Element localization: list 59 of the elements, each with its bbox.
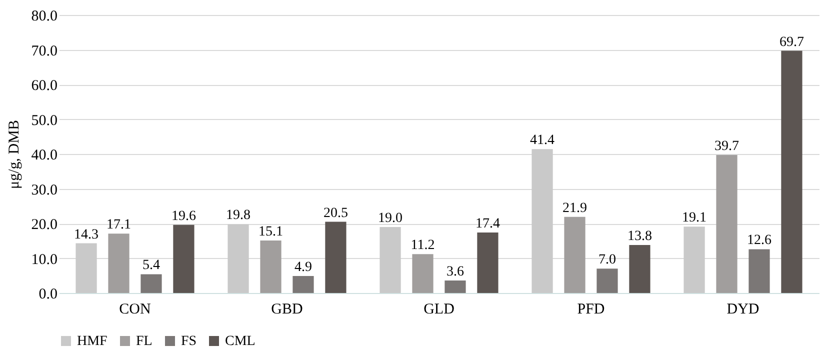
y-tick-label: 40.0 (31, 148, 58, 164)
bar (444, 280, 466, 293)
data-label: 13.8 (627, 229, 652, 244)
data-label: 17.4 (475, 216, 500, 232)
data-label: 19.0 (378, 210, 403, 226)
bar (781, 50, 802, 293)
bar (412, 254, 434, 293)
y-tick-label: 20.0 (31, 217, 58, 233)
bar (596, 268, 618, 293)
bar (532, 149, 553, 293)
data-label: 12.6 (746, 233, 772, 248)
bar (325, 222, 346, 293)
bar (140, 274, 162, 293)
legend-label: FS (181, 334, 197, 349)
data-label: 17.1 (106, 218, 132, 233)
x-tick-label: GLD (424, 302, 455, 318)
x-tick-label: GBD (271, 302, 303, 318)
data-label: 21.9 (562, 200, 588, 216)
data-label: 69.7 (779, 34, 804, 50)
legend-label: FL (136, 334, 152, 349)
bar (76, 243, 97, 293)
bar (564, 216, 586, 293)
bar (684, 226, 705, 293)
y-tick-label: 50.0 (31, 112, 58, 129)
bar (108, 234, 130, 293)
y-tick-label: 30.0 (31, 182, 58, 198)
y-tick-label: 70.0 (31, 43, 58, 60)
bar (260, 240, 282, 293)
y-tick-label: 10.0 (31, 252, 58, 268)
data-label: 14.3 (74, 227, 99, 242)
bar (716, 155, 738, 293)
y-axis-title: μg/g, DMB (6, 120, 22, 189)
x-tick-label: PFD (577, 302, 605, 318)
data-label: 4.9 (294, 260, 312, 275)
bar (292, 276, 314, 293)
bar (228, 224, 249, 293)
bar (173, 224, 194, 293)
legend-label: CML (225, 334, 256, 349)
data-label: 15.1 (258, 224, 284, 240)
y-tick-label: 60.0 (31, 78, 58, 94)
data-label: 41.4 (530, 133, 555, 148)
bar (477, 232, 498, 293)
legend-label: HMF (77, 334, 108, 349)
x-tick-label: DYD (726, 302, 760, 318)
data-label: 20.5 (323, 206, 348, 221)
y-tick-label: 80.0 (31, 8, 58, 24)
data-label: 11.2 (410, 238, 435, 254)
data-label: 3.6 (446, 264, 464, 280)
bar (380, 226, 401, 293)
data-label: 5.4 (142, 258, 160, 274)
data-label: 7.0 (598, 252, 616, 268)
bar (629, 245, 650, 293)
x-tick-label: CON (119, 302, 151, 318)
data-label: 39.7 (714, 139, 740, 154)
bar (748, 249, 770, 293)
y-tick-label: 0.0 (38, 286, 58, 302)
data-label: 19.6 (171, 208, 196, 224)
data-label: 19.8 (226, 208, 251, 224)
data-label: 19.1 (682, 210, 707, 226)
